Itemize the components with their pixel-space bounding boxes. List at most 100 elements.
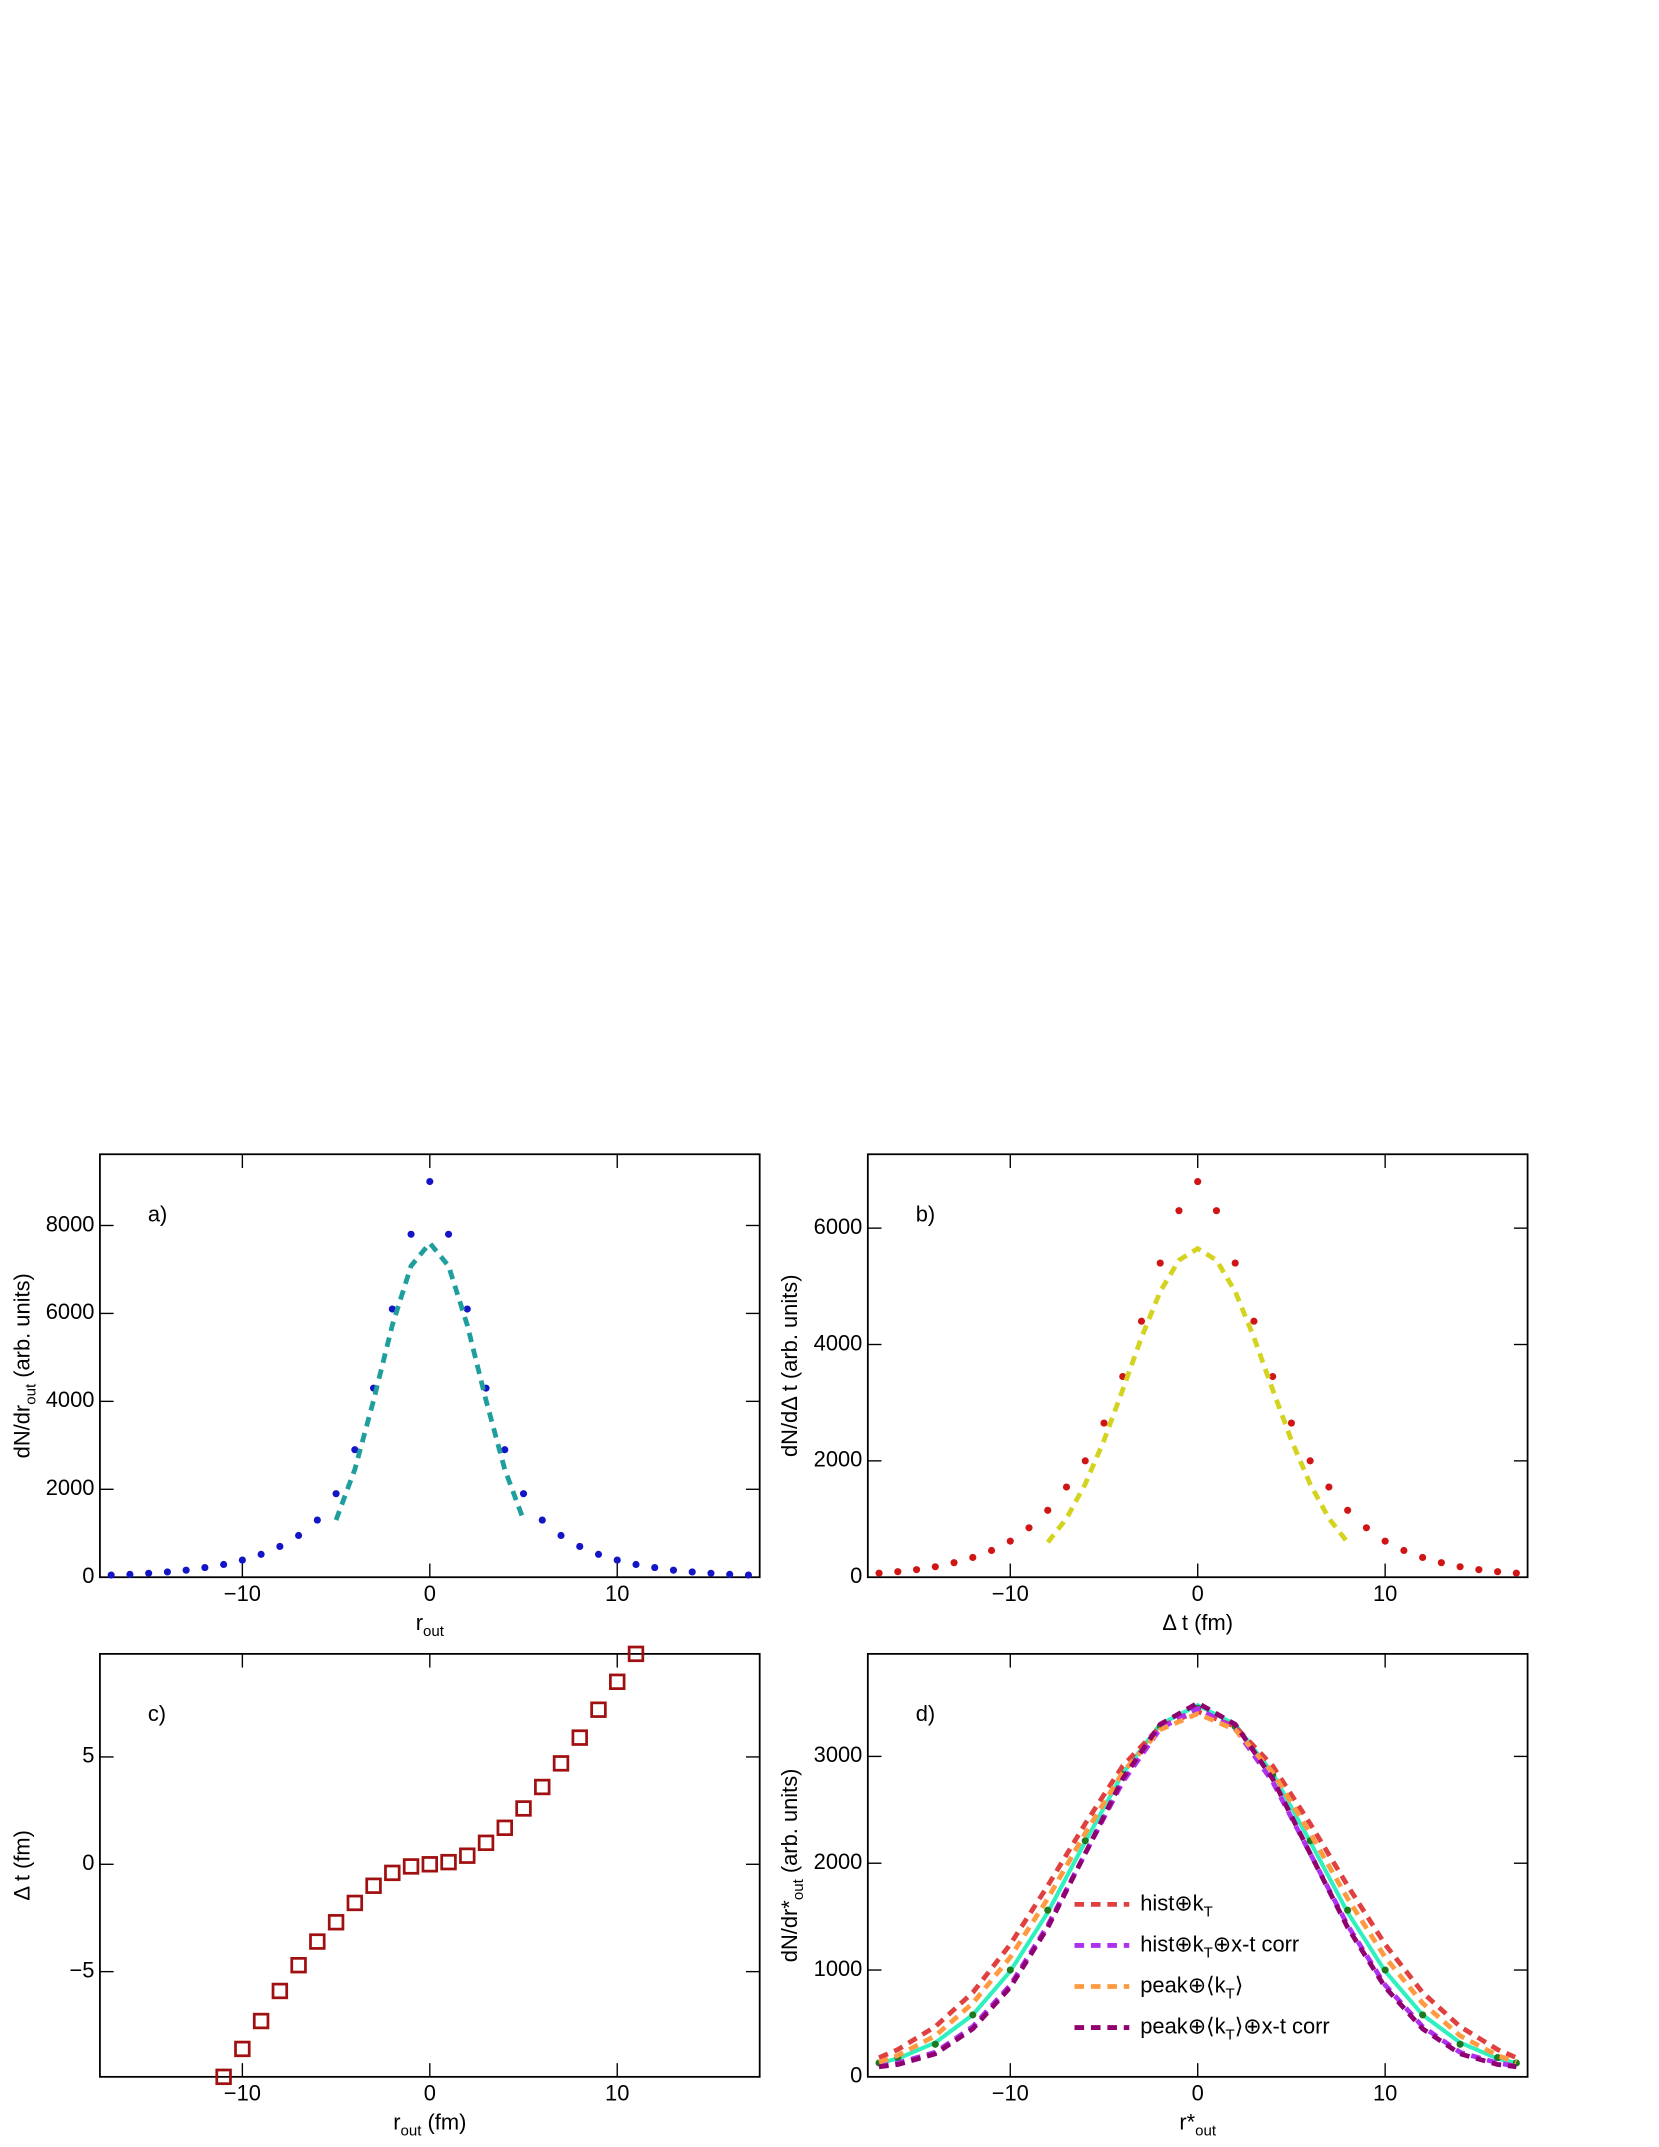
panel-label: c)	[148, 1701, 166, 1726]
point	[440, 1853, 457, 1871]
series-line	[878, 1700, 1517, 2070]
text-part: (arb. units)	[777, 1769, 802, 1880]
x-tick-label: 10	[1373, 2080, 1397, 2105]
point	[987, 1546, 996, 1555]
y-tick-label: 1000	[814, 1956, 863, 1981]
x-tick-label: 0	[424, 1581, 436, 1606]
point	[1175, 1207, 1183, 1215]
y-axis-label: dN/dr*out (arb. units)	[777, 1769, 808, 1963]
point	[1137, 1317, 1146, 1325]
subscript: out	[1195, 2123, 1217, 2140]
point	[459, 1847, 476, 1864]
point	[1100, 1419, 1108, 1427]
text-part: r	[393, 2109, 400, 2134]
point	[1419, 1553, 1427, 1562]
point	[1325, 1483, 1333, 1491]
text-part: dN/dr*	[777, 1900, 802, 1963]
x-axis-label: rout (fm)	[393, 2109, 466, 2140]
x-tick-label: 0	[424, 2080, 436, 2105]
point	[1044, 1506, 1052, 1514]
point	[346, 1894, 364, 1912]
y-tick-label: 6000	[46, 1299, 95, 1324]
point	[426, 1177, 434, 1186]
point	[1287, 1419, 1295, 1427]
point	[1344, 1906, 1352, 1914]
legend-label: hist⊕kT	[1140, 1890, 1213, 1921]
point	[557, 1531, 565, 1540]
point	[327, 1914, 345, 1931]
point	[1044, 1906, 1052, 1914]
text-part: r*	[1179, 2109, 1195, 2134]
point	[538, 1516, 546, 1524]
point	[252, 2012, 270, 2030]
point	[295, 1531, 303, 1540]
y-axis-label: Δ t (fm)	[9, 1830, 34, 1901]
point	[384, 1864, 401, 1882]
point	[126, 1570, 134, 1578]
point	[201, 1563, 209, 1572]
point	[1381, 1966, 1389, 1974]
text-part: ⟩⊕x-t corr	[1235, 2013, 1330, 2038]
x-tick-label: −10	[992, 1581, 1029, 1606]
text-part: dN/dr	[9, 1405, 34, 1459]
point	[220, 1560, 228, 1569]
subscript: out	[401, 2123, 423, 2140]
point	[1062, 1483, 1071, 1491]
point	[1306, 1457, 1314, 1465]
plot-frame	[866, 1153, 1529, 1579]
text-part: peak⊕⟨k	[1140, 1972, 1225, 1997]
point	[707, 1569, 715, 1577]
text-part: peak⊕⟨k	[1140, 2013, 1225, 2038]
point	[1250, 1317, 1258, 1325]
y-tick-label: 0	[82, 1563, 94, 1588]
point	[1381, 1537, 1389, 1545]
point	[496, 1819, 513, 1836]
point	[571, 1729, 588, 1746]
y-tick-label: 0	[850, 1563, 862, 1588]
point	[1494, 2054, 1502, 2062]
point	[609, 1673, 626, 1691]
text-part: ⊕x-t corr	[1213, 1931, 1299, 1956]
legend-label: peak⊕⟨kT⟩	[1140, 1972, 1243, 2003]
point	[1212, 1207, 1221, 1215]
point	[421, 1856, 439, 1873]
point	[1344, 1506, 1352, 1514]
point	[1231, 1259, 1239, 1267]
subscript: out	[23, 1383, 40, 1405]
point	[309, 1933, 326, 1950]
x-tick-label: 0	[1192, 2080, 1204, 2105]
text-part: hist⊕k	[1140, 1931, 1203, 1956]
series-line	[878, 1711, 1518, 2065]
point	[145, 1569, 153, 1577]
point	[1512, 1569, 1520, 1577]
point	[969, 2011, 977, 2019]
point	[613, 1556, 621, 1564]
point	[1156, 1259, 1164, 1267]
y-tick-label: 4000	[46, 1387, 95, 1412]
point	[875, 1569, 883, 1577]
y-tick-label: 2000	[46, 1475, 95, 1500]
text-part: ⟩	[1235, 1972, 1244, 1997]
point	[444, 1230, 453, 1238]
legend-label: hist⊕kT⊕x-t corr	[1140, 1931, 1299, 1962]
x-tick-label: −10	[992, 2080, 1029, 2105]
point	[163, 1568, 171, 1576]
point	[1006, 1966, 1014, 1974]
y-tick-label: 2000	[814, 1849, 863, 1874]
point	[1194, 1178, 1202, 1186]
y-tick-label: 2000	[814, 1447, 863, 1472]
point	[669, 1566, 678, 1574]
text-part: dN/dΔ t (arb. units)	[777, 1274, 802, 1457]
subscript: T	[1204, 1904, 1213, 1921]
y-tick-label: 4000	[814, 1330, 863, 1355]
panel-label: a)	[148, 1202, 167, 1227]
point	[1025, 1524, 1033, 1532]
point	[576, 1542, 584, 1551]
x-axis-label: Δ t (fm)	[1162, 1610, 1233, 1635]
point	[477, 1834, 495, 1852]
y-tick-label: 0	[850, 2063, 862, 2088]
point	[590, 1701, 607, 1718]
y-tick-label: 6000	[814, 1214, 863, 1239]
point	[501, 1446, 509, 1454]
